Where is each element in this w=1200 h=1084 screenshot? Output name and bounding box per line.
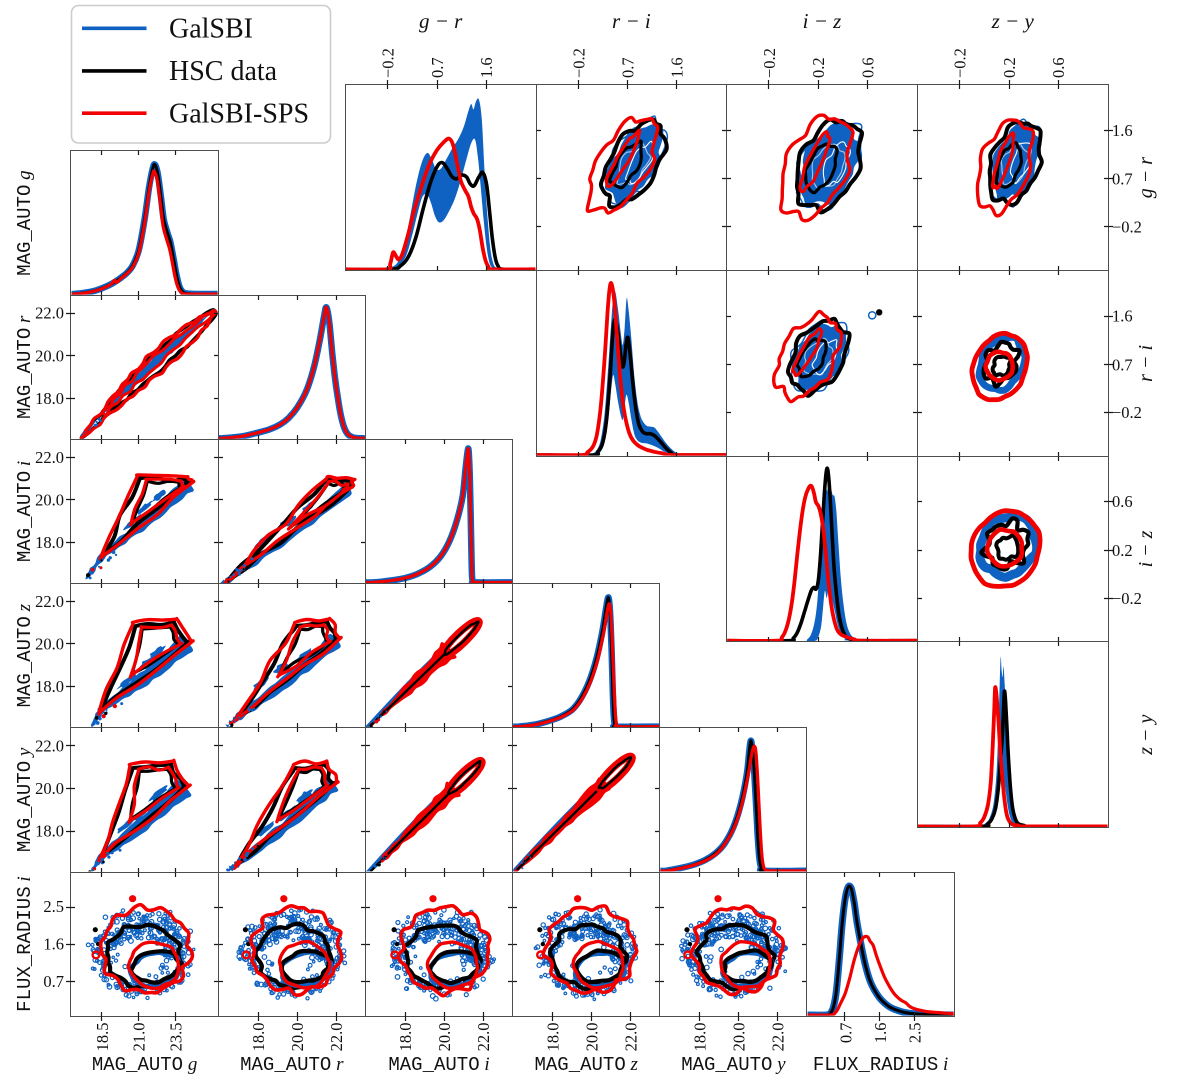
svg-text:i − z: i − z bbox=[1135, 530, 1157, 567]
svg-text:18.0: 18.0 bbox=[691, 1023, 710, 1052]
svg-text:z − y: z − y bbox=[991, 9, 1035, 33]
svg-text:g − r: g − r bbox=[419, 9, 463, 33]
svg-text:0.7: 0.7 bbox=[1112, 355, 1133, 374]
svg-text:MAG_AUTO z: MAG_AUTO z bbox=[14, 603, 36, 707]
svg-text:r − i: r − i bbox=[612, 9, 651, 33]
svg-text:r − i: r − i bbox=[1135, 345, 1157, 382]
svg-text:1.6: 1.6 bbox=[1112, 307, 1133, 326]
svg-text:−0.2: −0.2 bbox=[760, 48, 779, 78]
svg-text:0.7: 0.7 bbox=[428, 57, 447, 78]
svg-text:MAG_AUTO y: MAG_AUTO y bbox=[14, 747, 36, 852]
svg-text:MAG_AUTO y: MAG_AUTO y bbox=[681, 1054, 786, 1076]
svg-text:MAG_AUTO z: MAG_AUTO z bbox=[535, 1054, 639, 1076]
svg-text:22.0: 22.0 bbox=[35, 304, 64, 323]
svg-text:−0.2: −0.2 bbox=[569, 48, 588, 78]
svg-text:−0.2: −0.2 bbox=[951, 48, 970, 78]
svg-text:22.0: 22.0 bbox=[327, 1023, 346, 1052]
svg-text:22.0: 22.0 bbox=[621, 1023, 640, 1052]
svg-text:MAG_AUTO r: MAG_AUTO r bbox=[14, 315, 36, 419]
svg-text:22.0: 22.0 bbox=[35, 736, 64, 755]
svg-text:FLUX_RADIUS i: FLUX_RADIUS i bbox=[14, 876, 36, 1011]
svg-text:MAG_AUTO i: MAG_AUTO i bbox=[388, 1054, 489, 1076]
svg-text:1.6: 1.6 bbox=[1112, 121, 1133, 140]
svg-text:MAG_AUTO r: MAG_AUTO r bbox=[240, 1054, 344, 1076]
svg-text:0.6: 0.6 bbox=[1049, 57, 1068, 78]
svg-text:18.0: 18.0 bbox=[35, 533, 64, 552]
svg-text:18.0: 18.0 bbox=[35, 389, 64, 408]
svg-text:0.7: 0.7 bbox=[43, 972, 64, 991]
svg-text:0.7: 0.7 bbox=[619, 57, 638, 78]
svg-text:MAG_AUTO g: MAG_AUTO g bbox=[92, 1054, 197, 1076]
svg-text:HSC data: HSC data bbox=[169, 56, 278, 87]
svg-text:1.6: 1.6 bbox=[477, 57, 496, 78]
svg-text:0.6: 0.6 bbox=[1112, 492, 1133, 511]
svg-text:MAG_AUTO i: MAG_AUTO i bbox=[14, 461, 36, 562]
svg-text:i − z: i − z bbox=[803, 9, 842, 33]
svg-text:2.5: 2.5 bbox=[906, 1023, 925, 1044]
svg-text:20.0: 20.0 bbox=[435, 1023, 454, 1052]
svg-text:−0.2: −0.2 bbox=[1112, 589, 1142, 608]
svg-text:18.5: 18.5 bbox=[93, 1023, 112, 1052]
svg-text:21.0: 21.0 bbox=[130, 1023, 149, 1052]
svg-text:0.7: 0.7 bbox=[1112, 170, 1133, 189]
svg-text:−0.2: −0.2 bbox=[379, 48, 398, 78]
svg-text:1.6: 1.6 bbox=[668, 57, 687, 78]
svg-text:−0.2: −0.2 bbox=[1112, 217, 1142, 236]
svg-text:22.0: 22.0 bbox=[474, 1023, 493, 1052]
svg-text:18.0: 18.0 bbox=[35, 677, 64, 696]
svg-text:1.6: 1.6 bbox=[871, 1023, 890, 1044]
svg-text:20.0: 20.0 bbox=[35, 346, 64, 365]
svg-text:g − r: g − r bbox=[1135, 157, 1157, 198]
svg-text:18.0: 18.0 bbox=[35, 821, 64, 840]
svg-text:18.0: 18.0 bbox=[543, 1023, 562, 1052]
svg-text:18.0: 18.0 bbox=[249, 1023, 268, 1052]
svg-text:0.2: 0.2 bbox=[1112, 541, 1133, 560]
svg-text:0.2: 0.2 bbox=[1000, 57, 1019, 78]
svg-text:0.7: 0.7 bbox=[836, 1023, 855, 1044]
svg-text:20.0: 20.0 bbox=[730, 1023, 749, 1052]
svg-text:20.0: 20.0 bbox=[35, 491, 64, 510]
svg-text:20.0: 20.0 bbox=[582, 1023, 601, 1052]
svg-text:GalSBI-SPS: GalSBI-SPS bbox=[169, 98, 309, 129]
svg-text:20.0: 20.0 bbox=[35, 779, 64, 798]
svg-text:22.0: 22.0 bbox=[35, 592, 64, 611]
svg-text:20.0: 20.0 bbox=[288, 1023, 307, 1052]
svg-text:GalSBI: GalSBI bbox=[169, 14, 253, 45]
svg-text:z − y: z − y bbox=[1135, 714, 1157, 755]
svg-text:−0.2: −0.2 bbox=[1112, 403, 1142, 422]
svg-text:FLUX_RADIUS i: FLUX_RADIUS i bbox=[813, 1054, 948, 1076]
svg-text:22.0: 22.0 bbox=[769, 1023, 788, 1052]
svg-text:22.0: 22.0 bbox=[35, 448, 64, 467]
svg-text:0.2: 0.2 bbox=[809, 57, 828, 78]
svg-text:1.6: 1.6 bbox=[43, 935, 64, 954]
svg-text:MAG_AUTO g: MAG_AUTO g bbox=[14, 170, 36, 275]
svg-text:0.6: 0.6 bbox=[858, 57, 877, 78]
svg-text:18.0: 18.0 bbox=[396, 1023, 415, 1052]
svg-text:2.5: 2.5 bbox=[43, 897, 64, 916]
svg-text:23.5: 23.5 bbox=[167, 1023, 186, 1052]
svg-text:20.0: 20.0 bbox=[35, 635, 64, 654]
